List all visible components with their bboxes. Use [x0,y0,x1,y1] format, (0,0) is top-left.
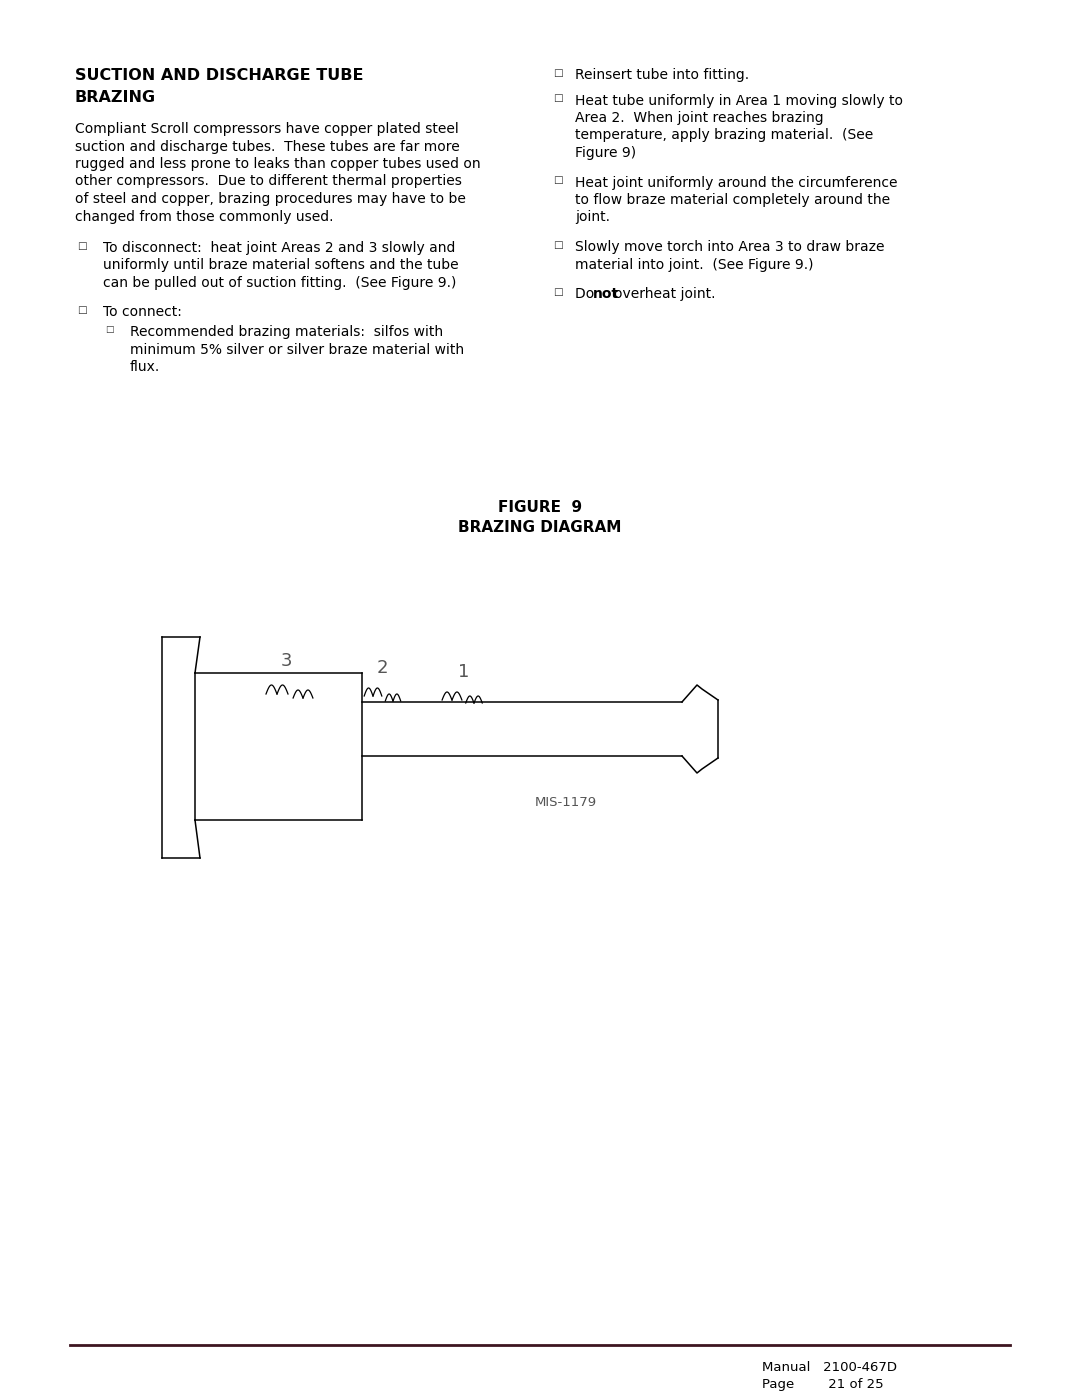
Text: □: □ [77,242,86,251]
Text: 3: 3 [281,652,293,671]
Text: Recommended brazing materials:  silfos with: Recommended brazing materials: silfos wi… [130,326,443,339]
Text: other compressors.  Due to different thermal properties: other compressors. Due to different ther… [75,175,462,189]
Text: MIS-1179: MIS-1179 [535,796,597,809]
Text: to flow braze material completely around the: to flow braze material completely around… [575,193,890,207]
Text: minimum 5% silver or silver braze material with: minimum 5% silver or silver braze materi… [130,342,464,356]
Text: of steel and copper, brazing procedures may have to be: of steel and copper, brazing procedures … [75,191,465,205]
Text: Heat joint uniformly around the circumference: Heat joint uniformly around the circumfe… [575,176,897,190]
Text: 2: 2 [377,659,389,678]
Text: can be pulled out of suction fitting.  (See Figure 9.): can be pulled out of suction fitting. (S… [103,277,457,291]
Text: □: □ [553,240,563,250]
Text: BRAZING: BRAZING [75,89,157,105]
Text: □: □ [553,94,563,103]
Text: FIGURE  9: FIGURE 9 [498,500,582,515]
Text: Page        21 of 25: Page 21 of 25 [762,1377,883,1391]
Text: Reinsert tube into fitting.: Reinsert tube into fitting. [575,68,750,82]
Text: Heat tube uniformly in Area 1 moving slowly to: Heat tube uniformly in Area 1 moving slo… [575,94,903,108]
Text: Slowly move torch into Area 3 to draw braze: Slowly move torch into Area 3 to draw br… [575,240,885,254]
Text: material into joint.  (See Figure 9.): material into joint. (See Figure 9.) [575,257,813,271]
Text: □: □ [77,306,86,316]
Text: not: not [593,286,619,300]
Text: suction and discharge tubes.  These tubes are far more: suction and discharge tubes. These tubes… [75,140,460,154]
Text: □: □ [553,68,563,78]
Text: Figure 9): Figure 9) [575,147,636,161]
Text: To disconnect:  heat joint Areas 2 and 3 slowly and: To disconnect: heat joint Areas 2 and 3 … [103,242,456,256]
Text: SUCTION AND DISCHARGE TUBE: SUCTION AND DISCHARGE TUBE [75,68,364,82]
Text: Manual   2100-467D: Manual 2100-467D [762,1361,897,1375]
Text: Do: Do [575,286,598,300]
Text: Compliant Scroll compressors have copper plated steel: Compliant Scroll compressors have copper… [75,122,459,136]
Text: □: □ [105,326,113,334]
Text: flux.: flux. [130,360,160,374]
Text: uniformly until braze material softens and the tube: uniformly until braze material softens a… [103,258,459,272]
Text: □: □ [553,286,563,298]
Text: Area 2.  When joint reaches brazing: Area 2. When joint reaches brazing [575,110,824,124]
Text: 1: 1 [458,664,470,680]
Text: rugged and less prone to leaks than copper tubes used on: rugged and less prone to leaks than copp… [75,156,481,170]
Text: To connect:: To connect: [103,306,181,320]
Text: temperature, apply brazing material.  (See: temperature, apply brazing material. (Se… [575,129,874,142]
Text: BRAZING DIAGRAM: BRAZING DIAGRAM [458,520,622,535]
Text: overheat joint.: overheat joint. [615,286,715,300]
Text: □: □ [553,176,563,186]
Text: joint.: joint. [575,211,610,225]
Text: changed from those commonly used.: changed from those commonly used. [75,210,334,224]
